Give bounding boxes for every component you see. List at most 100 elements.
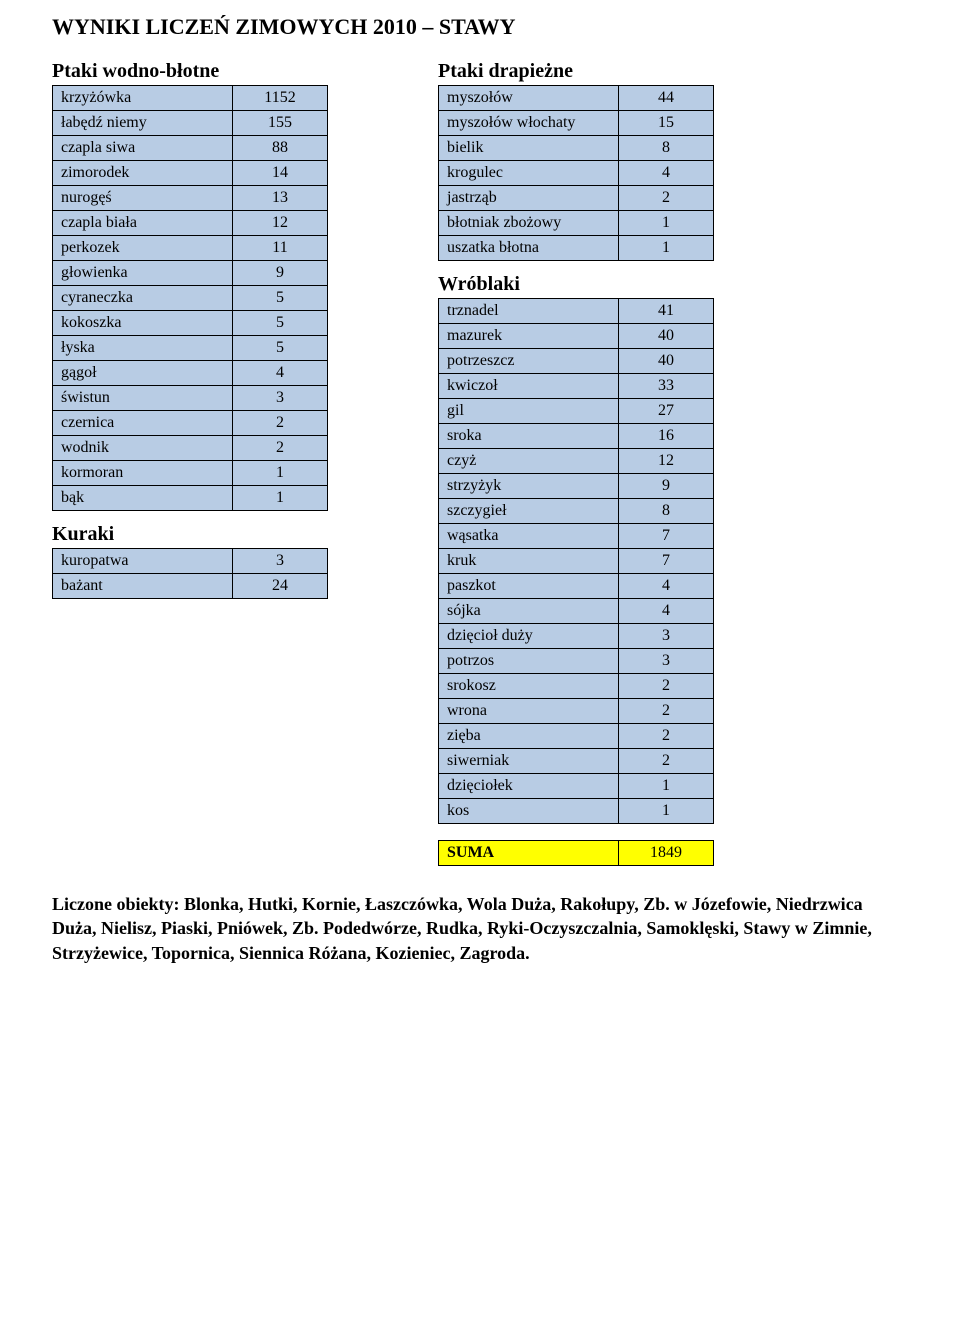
table-row: kuropatwa3 [53,549,328,574]
footer-text: Liczone obiekty: Blonka, Hutki, Kornie, … [52,892,908,965]
row-value: 2 [233,436,328,461]
table-row: wąsatka7 [439,524,714,549]
table-row: paszkot4 [439,574,714,599]
table-wodne: krzyżówka1152łabędź niemy155czapla siwa8… [52,85,328,511]
row-value: 3 [619,649,714,674]
sum-label: SUMA [439,841,619,866]
row-value: 8 [619,136,714,161]
row-label: nurogęś [53,186,233,211]
row-value: 40 [619,349,714,374]
row-label: trznadel [439,299,619,324]
row-label: siwerniak [439,749,619,774]
row-value: 14 [233,161,328,186]
row-value: 41 [619,299,714,324]
row-label: wrona [439,699,619,724]
row-label: myszołów włochaty [439,111,619,136]
table-row: trznadel41 [439,299,714,324]
row-label: bąk [53,486,233,511]
table-kuraki: kuropatwa3bażant24 [52,548,328,599]
row-label: wąsatka [439,524,619,549]
table-row: myszołów włochaty15 [439,111,714,136]
row-label: kuropatwa [53,549,233,574]
row-value: 12 [233,211,328,236]
table-row: szczygieł8 [439,499,714,524]
row-value: 44 [619,86,714,111]
columns: Ptaki wodno-błotne krzyżówka1152łabędź n… [52,60,908,866]
table-row: wodnik2 [53,436,328,461]
table-row: czernica2 [53,411,328,436]
row-value: 27 [619,399,714,424]
section-title-wodne: Ptaki wodno-błotne [52,60,328,83]
table-row: czyż12 [439,449,714,474]
section-title-kuraki: Kuraki [52,523,328,546]
table-row: błotniak zbożowy1 [439,211,714,236]
row-label: potrzos [439,649,619,674]
row-label: kos [439,799,619,824]
page-title: WYNIKI LICZEŃ ZIMOWYCH 2010 – STAWY [52,14,908,40]
row-label: zięba [439,724,619,749]
table-row: sroka16 [439,424,714,449]
row-value: 1152 [233,86,328,111]
row-label: sójka [439,599,619,624]
table-row: potrzos3 [439,649,714,674]
table-sum: SUMA 1849 [438,840,714,866]
row-value: 88 [233,136,328,161]
row-label: wodnik [53,436,233,461]
row-value: 1 [619,799,714,824]
row-label: uszatka błotna [439,236,619,261]
row-label: srokosz [439,674,619,699]
row-label: świstun [53,386,233,411]
table-row: gągoł4 [53,361,328,386]
row-label: potrzeszcz [439,349,619,374]
row-value: 1 [233,486,328,511]
row-label: kruk [439,549,619,574]
table-row: wrona2 [439,699,714,724]
row-label: kormoran [53,461,233,486]
row-value: 15 [619,111,714,136]
row-value: 9 [233,261,328,286]
row-value: 40 [619,324,714,349]
row-label: krzyżówka [53,86,233,111]
row-value: 13 [233,186,328,211]
row-value: 11 [233,236,328,261]
row-value: 9 [619,474,714,499]
table-row: kokoszka5 [53,311,328,336]
table-wroblaki: trznadel41mazurek40potrzeszcz40kwiczoł33… [438,298,714,824]
row-value: 1 [619,211,714,236]
row-value: 1 [233,461,328,486]
row-value: 155 [233,111,328,136]
row-value: 24 [233,574,328,599]
row-value: 3 [233,549,328,574]
row-value: 16 [619,424,714,449]
row-label: dzięciołek [439,774,619,799]
row-label: bażant [53,574,233,599]
table-row: kos1 [439,799,714,824]
row-value: 8 [619,499,714,524]
section-title-drapiezne: Ptaki drapieżne [438,60,714,83]
row-label: dzięcioł duży [439,624,619,649]
table-row: łyska5 [53,336,328,361]
section-title-wroblaki: Wróblaki [438,273,714,296]
row-value: 2 [619,749,714,774]
table-row: kruk7 [439,549,714,574]
table-row: bąk1 [53,486,328,511]
row-value: 3 [233,386,328,411]
row-label: strzyżyk [439,474,619,499]
row-value: 33 [619,374,714,399]
row-value: 7 [619,549,714,574]
row-value: 2 [619,724,714,749]
row-value: 4 [233,361,328,386]
table-row: krzyżówka1152 [53,86,328,111]
table-row: kormoran1 [53,461,328,486]
table-row: bielik8 [439,136,714,161]
row-value: 7 [619,524,714,549]
row-label: czyż [439,449,619,474]
table-row: zięba2 [439,724,714,749]
row-value: 2 [619,674,714,699]
row-label: paszkot [439,574,619,599]
table-row: czapla biała12 [53,211,328,236]
row-value: 4 [619,599,714,624]
row-label: sroka [439,424,619,449]
table-row: cyraneczka5 [53,286,328,311]
row-label: czapla biała [53,211,233,236]
